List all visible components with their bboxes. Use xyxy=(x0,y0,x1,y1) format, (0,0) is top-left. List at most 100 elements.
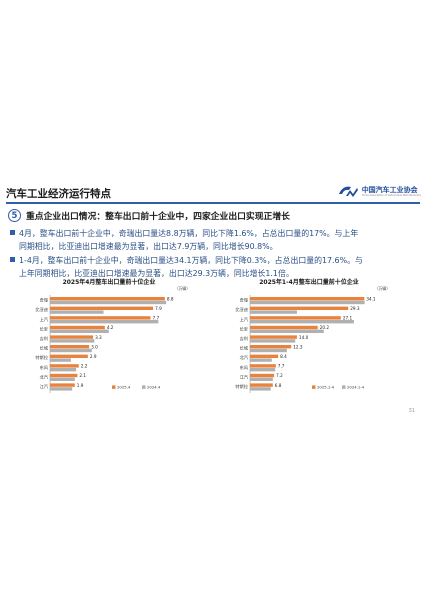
bar-2024.1-4 xyxy=(250,339,296,343)
bar-2025.4 xyxy=(50,383,75,387)
bar-2025.4 xyxy=(50,325,105,330)
legend-swatch-current xyxy=(312,385,316,389)
bar-2024.4 xyxy=(50,339,95,343)
bar-2024.1-4 xyxy=(250,377,273,381)
bar-2025.4 xyxy=(50,364,79,368)
bar-2025.4 xyxy=(50,345,90,349)
category-label: 特斯拉 xyxy=(235,383,248,390)
bar-2025.4 xyxy=(50,335,94,339)
category-label: 长城 xyxy=(40,345,49,352)
data-label: 27.1 xyxy=(343,316,353,321)
bar-2025.1-4 xyxy=(250,297,365,301)
category-label: 比亚迪 xyxy=(35,306,48,313)
bullet-square-icon xyxy=(10,257,15,262)
bar-2025.4 xyxy=(50,373,78,378)
category-label: 上汽 xyxy=(240,316,249,322)
caam-logo-icon xyxy=(338,186,358,197)
data-label: 8.8 xyxy=(167,296,174,301)
bullet-april: 4月，整车出口前十企业中，奇瑞出口量达8.8万辆，同比下降1.6%，占总出口量的… xyxy=(10,227,418,253)
bar-2025.1-4 xyxy=(250,364,276,368)
bar-2025.1-4 xyxy=(250,325,318,330)
category-label: 江汽 xyxy=(240,373,249,380)
data-label: 14.0 xyxy=(299,335,309,340)
bar-2024.4 xyxy=(50,368,77,372)
bar-2025.1-4 xyxy=(250,335,297,339)
data-label: 2.1 xyxy=(79,373,86,378)
category-label: 比亚迪 xyxy=(235,306,248,313)
category-label: 上汽 xyxy=(40,316,49,322)
data-label: 3.3 xyxy=(95,335,102,340)
section-number: 5 xyxy=(8,209,21,222)
bar-2024.1-4 xyxy=(250,368,276,372)
slide: 汽车工业经济运行特点 中国汽车工业协会 China Association of… xyxy=(0,180,427,420)
bar-2025.4 xyxy=(50,297,165,301)
bar-2025.4 xyxy=(50,316,151,320)
chart-jan-apr: 2025年1-4月整车出口量前十位企业 （万辆） 奇瑞 34.1 比亚迪 29.3 上汽… xyxy=(224,277,394,405)
chart-unit: （万辆） xyxy=(174,286,190,291)
chart-unit: （万辆） xyxy=(374,286,390,291)
legend-label: 2025.4 xyxy=(117,384,131,389)
bar-2025.1-4 xyxy=(250,383,273,387)
bar-2024.1-4 xyxy=(250,310,297,314)
header-divider xyxy=(6,202,420,204)
section-title: 重点企业出口情况：整车出口前十企业中，四家企业出口实现正增长 xyxy=(26,212,290,222)
bar-2024.4 xyxy=(50,320,159,324)
legend-swatch-previous xyxy=(342,385,346,389)
category-label: 奇瑞 xyxy=(240,297,248,304)
data-label: 3.0 xyxy=(91,344,98,349)
bar-2025.4 xyxy=(50,354,88,358)
category-label: 长城 xyxy=(240,345,249,352)
bullet-text-line: 4月，整车出口前十企业中，奇瑞出口量达8.8万辆，同比下降1.6%，占总出口量的… xyxy=(19,229,359,238)
data-label: 20.2 xyxy=(320,325,330,330)
bar-2025.1-4 xyxy=(250,354,279,358)
slide-title: 汽车工业经济运行特点 xyxy=(6,188,111,200)
bullet-jan-apr: 1-4月，整车出口前十企业中，奇瑞出口量达34.1万辆，同比下降0.3%，占总出… xyxy=(10,254,418,280)
data-label: 2.2 xyxy=(81,364,88,369)
chart-plot: 奇瑞 34.1 比亚迪 29.3 上汽 27.1 长安 20.2 吉利 14.0 长城 12.3 北汽 8… xyxy=(235,295,376,393)
bar-2024.4 xyxy=(50,358,71,362)
category-label: 吉利 xyxy=(40,335,48,342)
bar-2024.4 xyxy=(50,329,109,333)
category-label: 长安 xyxy=(240,325,248,332)
logo-subtext: China Association of Automobile Manufact… xyxy=(361,193,421,197)
category-label: 长安 xyxy=(40,325,48,332)
bullet-text-line: 上年同期相比，比亚迪出口增速最为显著，出口达29.3万辆，同比增长1.1倍。 xyxy=(19,269,294,278)
category-label: 吉利 xyxy=(240,335,248,342)
category-label: 奇瑞 xyxy=(40,297,48,304)
bar-2024.1-4 xyxy=(250,320,354,324)
page-number: 31 xyxy=(408,408,415,414)
data-label: 2.9 xyxy=(90,354,97,359)
bar-2025.1-4 xyxy=(250,316,341,320)
bar-2025.4 xyxy=(50,306,154,310)
data-label: 7.9 xyxy=(155,306,162,311)
section-heading: 5 重点企业出口情况：整车出口前十企业中，四家企业出口实现正增长 xyxy=(8,209,290,222)
legend-label: 2025.1-4 xyxy=(317,384,335,389)
chart-title: 2025年4月整车出口量前十位企业 xyxy=(62,279,156,286)
bar-2024.1-4 xyxy=(250,348,287,353)
bar-2024.4 xyxy=(50,377,75,381)
data-label: 1.9 xyxy=(77,383,84,388)
category-label: 东风 xyxy=(40,364,49,371)
data-label: 7.2 xyxy=(276,373,283,378)
data-label: 8.4 xyxy=(280,354,287,359)
data-label: 4.2 xyxy=(107,325,114,330)
bullet-square-icon xyxy=(10,230,15,235)
bullet-text-line: 1-4月，整车出口前十企业中，奇瑞出口量达34.1万辆，同比下降0.3%，占总出… xyxy=(19,256,363,265)
bar-2024.1-4 xyxy=(250,387,271,391)
bar-2024.1-4 xyxy=(250,300,365,305)
data-label: 7.7 xyxy=(278,364,285,369)
caam-logo: 中国汽车工业协会 China Association of Automobile… xyxy=(337,184,421,198)
bar-2025.1-4 xyxy=(250,373,275,378)
chart-april: 2025年4月整车出口量前十位企业 （万辆） 奇瑞 8.8 比亚迪 7.9 上汽 7.7 长… xyxy=(24,277,194,405)
data-label: 29.3 xyxy=(350,306,360,311)
bar-2024.1-4 xyxy=(250,329,324,333)
bar-2024.4 xyxy=(50,310,104,314)
data-label: 6.8 xyxy=(275,383,282,388)
bar-2025.1-4 xyxy=(250,345,292,349)
data-label: 7.7 xyxy=(153,316,160,321)
legend-swatch-previous xyxy=(142,385,146,389)
chart-plot: 奇瑞 8.8 比亚迪 7.9 上汽 7.7 长安 4.2 吉利 3.3 长城 3.0 特斯拉 2.9 东风 2… xyxy=(35,295,174,393)
category-label: 东风 xyxy=(240,364,249,371)
bar-2024.4 xyxy=(50,348,92,353)
category-label: 北汽 xyxy=(240,354,249,361)
